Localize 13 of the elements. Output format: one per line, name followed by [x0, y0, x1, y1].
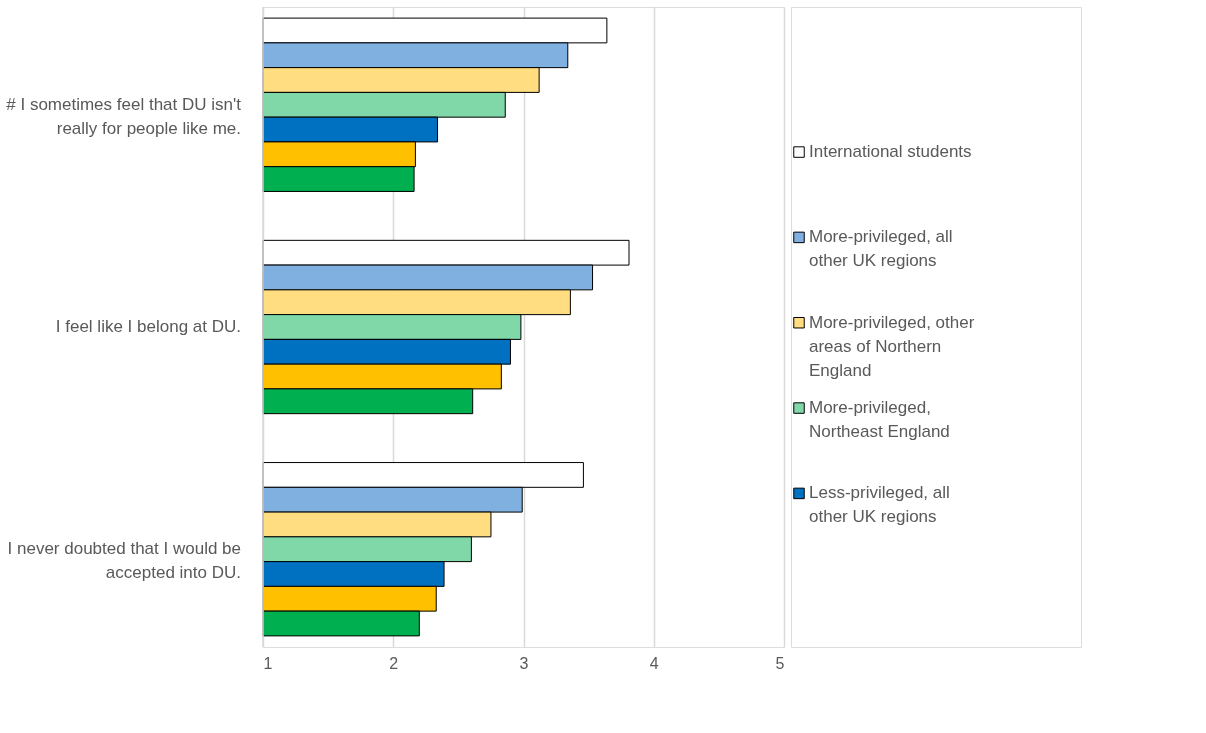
legend-label: More-privileged, other areas of Northern England	[809, 312, 975, 380]
x-tick-label: 4	[649, 654, 659, 672]
x-tick-label: 1	[263, 654, 273, 672]
legend-label: Less-privileged, all other UK regions	[809, 483, 950, 527]
x-tick-label: 2	[389, 654, 399, 672]
legend-label: International students	[809, 142, 972, 162]
legend-label: More-privileged, Northeast England	[809, 398, 950, 442]
y-tick-label: I never doubted that I would be accepted into DU.	[7, 539, 241, 583]
x-tick-label: 5	[775, 654, 785, 672]
legend-label: More-privileged, all other UK regions	[809, 227, 953, 271]
y-tick-label: # I sometimes feel that DU isn't really for people like me.	[6, 94, 242, 138]
y-tick-label: I feel like I belong at DU.	[55, 317, 241, 336]
x-tick-label: 3	[519, 654, 529, 672]
